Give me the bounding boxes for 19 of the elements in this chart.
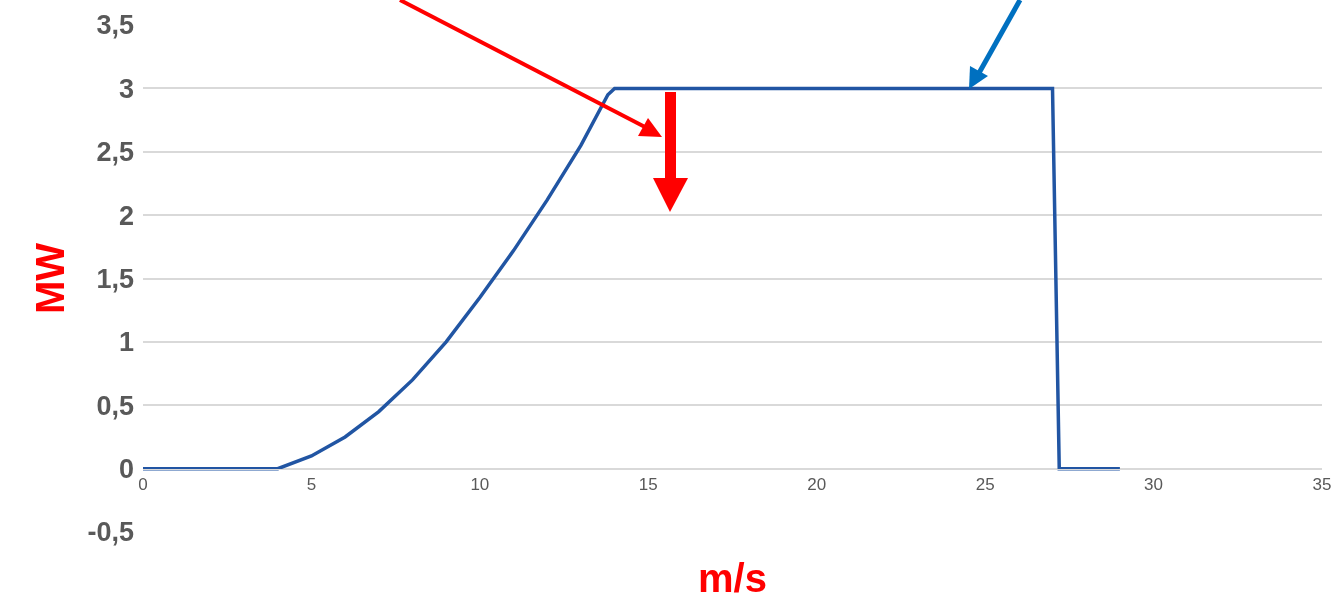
x-tick-label: 30: [1144, 475, 1164, 495]
x-tick-label: 35: [1312, 475, 1332, 495]
y-axis-title: MW: [27, 242, 72, 315]
line-series: [143, 86, 1122, 471]
x-tick-label: 5: [306, 475, 317, 495]
y-tick-label: 0,5: [96, 390, 134, 421]
x-tick-label: 20: [807, 475, 827, 495]
y-tick-label: 2: [118, 200, 134, 231]
y-tick-label: 1,5: [96, 263, 134, 294]
y-tick-label: 1: [118, 327, 134, 358]
y-tick-label: -0,5: [87, 517, 134, 548]
y-tick-label: 3,5: [96, 10, 134, 41]
x-tick-label: 10: [470, 475, 490, 495]
x-tick-label: 0: [138, 475, 148, 495]
x-axis-title: m/s: [698, 556, 767, 594]
y-tick-label: 2,5: [96, 137, 134, 168]
y-tick-label: 3: [118, 73, 134, 104]
x-tick-label: 15: [638, 475, 658, 495]
x-tick-label: 25: [975, 475, 995, 495]
